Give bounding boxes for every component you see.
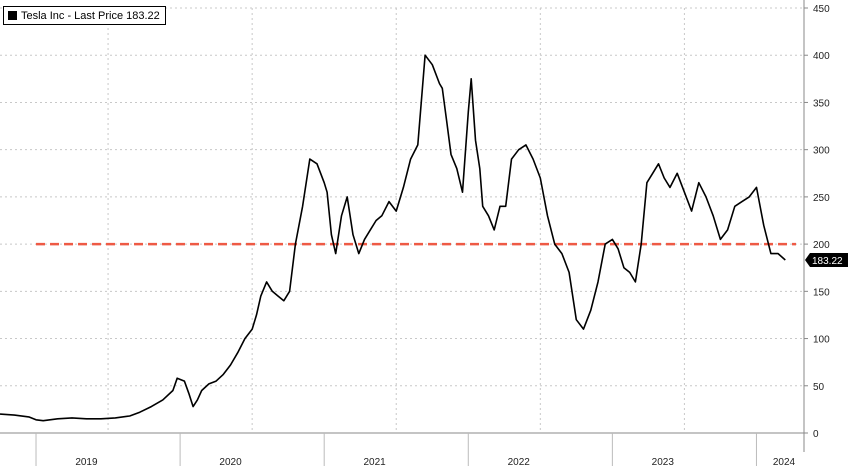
x-tick-label-2024: 2024 xyxy=(773,457,796,468)
y-tick-label-450: 450 xyxy=(813,4,830,15)
y-tick-label-50: 50 xyxy=(813,382,825,393)
y-axis-ticks: 0 50 100 150 200 250 300 350 400 450 xyxy=(804,4,830,440)
x-tick-label-2023: 2023 xyxy=(652,457,675,468)
y-tick-label-150: 150 xyxy=(813,287,830,298)
y-tick-label-200: 200 xyxy=(813,240,830,251)
price-series-line xyxy=(0,54,786,422)
y-tick-label-300: 300 xyxy=(813,146,830,157)
x-tick-label-2020: 2020 xyxy=(219,457,242,468)
x-tick-label-2021: 2021 xyxy=(363,457,386,468)
last-price-tag: 183.22 xyxy=(805,252,848,267)
last-price-tag-background xyxy=(805,252,848,267)
legend-label: Tesla Inc - Last Price 183.22 xyxy=(21,9,160,22)
x-tick-label-2022: 2022 xyxy=(508,457,531,468)
last-price-tag-label: 183.22 xyxy=(812,256,843,267)
y-tick-label-400: 400 xyxy=(813,51,830,62)
y-tick-label-350: 350 xyxy=(813,98,830,109)
legend-swatch xyxy=(8,11,17,20)
y-tick-label-250: 250 xyxy=(813,193,830,204)
y-tick-label-0: 0 xyxy=(813,429,819,440)
y-tick-label-100: 100 xyxy=(813,335,830,346)
gridlines xyxy=(0,7,804,434)
x-tick-label-2019: 2019 xyxy=(75,457,98,468)
x-axis-ticks: 2019 2020 2021 2022 2023 2024 xyxy=(35,433,796,468)
chart-legend: Tesla Inc - Last Price 183.22 xyxy=(3,6,166,25)
